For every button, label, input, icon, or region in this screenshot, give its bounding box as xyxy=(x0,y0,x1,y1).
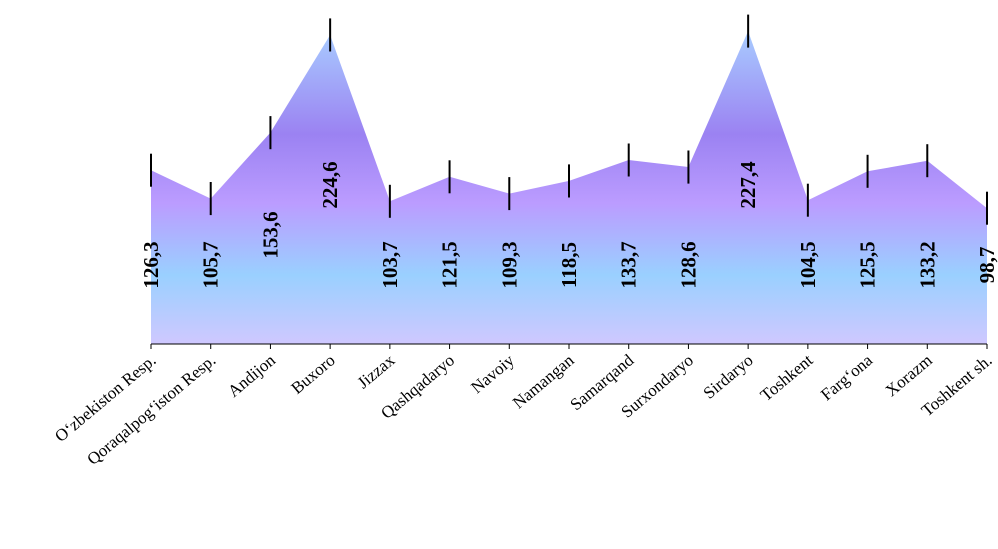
category-label: Sirdaryo xyxy=(700,351,757,403)
category-label: O‘zbekiston Resp. xyxy=(51,351,159,446)
data-label: 153,6 xyxy=(258,211,282,258)
category-label: Farg‘ona xyxy=(817,350,876,404)
data-label: 224,6 xyxy=(318,161,342,208)
category-label: Jizzax xyxy=(354,350,399,392)
category-label: Andijon xyxy=(224,350,279,401)
category-label: Navoiy xyxy=(467,350,518,397)
category-label: Buxoro xyxy=(287,351,338,398)
data-label: 126,3 xyxy=(139,241,163,288)
data-label: 125,5 xyxy=(856,241,880,288)
data-label: 121,5 xyxy=(438,241,462,288)
category-label: Xorazm xyxy=(882,351,936,401)
data-label: 133,7 xyxy=(617,241,641,288)
category-labels: O‘zbekiston Resp.Qoraqalpog‘iston Resp. A… xyxy=(51,350,995,469)
category-label: Namangan xyxy=(509,350,578,412)
data-label: 128,6 xyxy=(676,241,700,288)
x-axis-ticks xyxy=(150,344,988,349)
error-bars xyxy=(150,14,988,225)
data-label: 118,5 xyxy=(557,242,581,288)
category-label: Toshkent xyxy=(757,350,817,405)
data-label: 133,2 xyxy=(915,241,939,288)
data-label: 105,7 xyxy=(199,241,223,288)
data-label: 103,7 xyxy=(378,241,402,288)
data-labels: 126,3 105,7 153,6 224,6 103,7 121,5 109,3 118,5… xyxy=(139,161,998,289)
data-label: 109,3 xyxy=(497,241,521,288)
data-label: 227,4 xyxy=(736,161,760,209)
data-label: 98,7 xyxy=(975,247,998,284)
data-label: 104,5 xyxy=(796,241,820,288)
